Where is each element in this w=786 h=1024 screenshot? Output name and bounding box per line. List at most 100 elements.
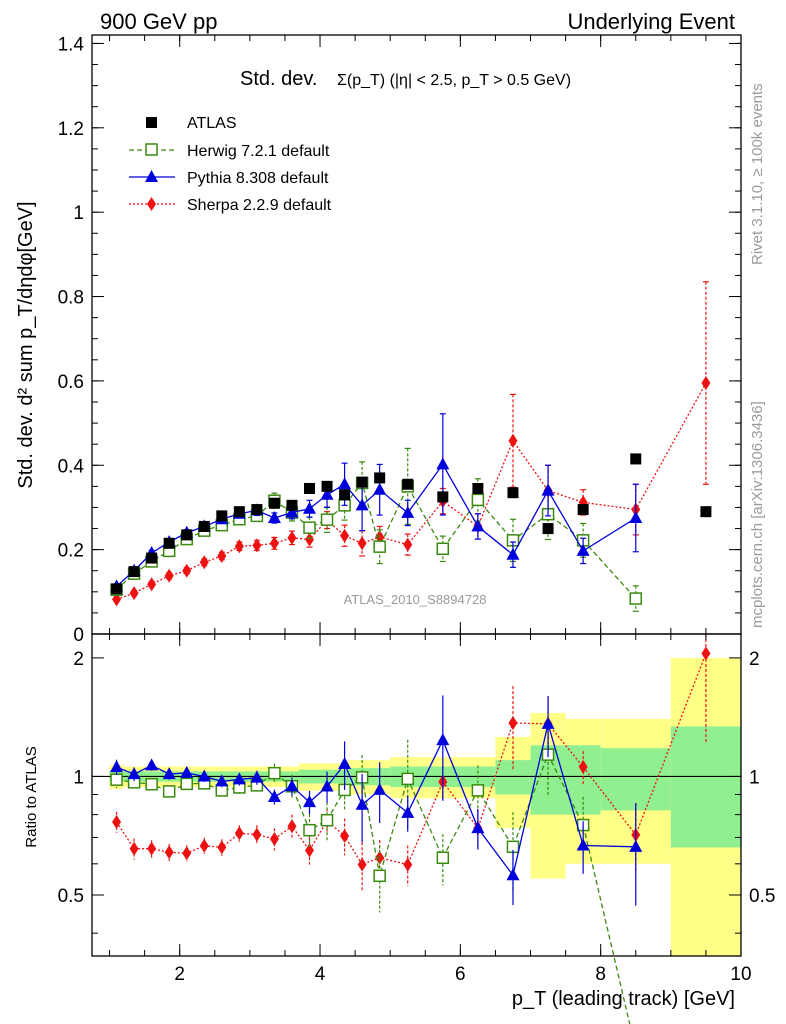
ratio-point-pythia [127,767,141,780]
ratio-point-herwig [320,813,334,827]
ratio-point-pythia [541,716,555,729]
ratio-point-pythia [250,770,264,783]
ratio-point-pythia [145,758,159,771]
ratio-point-sherpa [217,840,227,855]
ratio-point-sherpa [129,841,139,856]
main-point-pythia [355,498,369,511]
rivet-version-text: Rivet 3.1.10, ≥ 100k events [749,83,766,265]
ratio-band-inner-5 [495,760,531,795]
main-point-atlas [163,537,175,549]
ratio-point-pythia [110,760,124,773]
main-point-pythia [576,543,590,556]
main-point-sherpa [403,537,413,552]
ratio-point-sherpa [164,845,174,860]
main-y-tick-label: 1 [73,203,84,224]
main-point-atlas [472,482,484,494]
legend-item-herwig: Herwig 7.2.1 default [129,143,330,160]
main-point-atlas [321,480,333,492]
main-point-sherpa [357,536,367,551]
ratio-point-herwig [436,851,450,865]
legend-marker-pythia [145,170,158,182]
main-point-pythia [303,501,317,514]
main-point-atlas [233,506,245,518]
ratio-point-pythia [285,779,299,792]
legend-label-sherpa: Sherpa 2.2.9 default [187,197,332,214]
main-point-sherpa [701,376,711,391]
ratio-point-pythia [215,774,229,787]
ratio-band-inner-8 [600,748,671,811]
main-point-pythia [436,457,450,470]
chart-title-main: Std. dev. [240,68,317,90]
ratio-point-pythia [471,821,485,834]
legend-label-pythia: Pythia 8.308 default [187,170,329,187]
legend-marker-herwig [145,143,158,156]
ratio-point-pythia [162,767,176,780]
ratio-point-herwig [401,772,414,786]
main-point-herwig [436,542,450,556]
main-series-group [110,281,712,612]
main-point-atlas [304,482,316,494]
ratio-point-sherpa [182,846,192,861]
ratio-point-pythia [303,795,317,808]
main-point-sherpa [199,555,209,570]
ratio-point-sherpa [508,715,518,730]
ratio-y-tick-label: 0.5 [58,886,84,907]
main-point-pythia [320,487,334,500]
main-point-atlas [181,529,193,541]
main-point-sherpa [287,530,297,545]
ratio-point-sherpa [305,843,315,858]
main-point-herwig [471,493,485,507]
main-point-atlas [111,583,123,595]
ratio-point-herwig [145,777,158,791]
main-point-sherpa [269,536,279,551]
ratio-point-pythia [401,805,415,818]
main-point-sherpa [340,528,350,543]
main-point-atlas [542,523,554,535]
main-point-atlas [402,478,414,490]
main-point-sherpa [164,568,174,583]
main-point-sherpa [217,548,227,563]
ratio-point-herwig [373,869,386,883]
main-point-pythia [267,510,281,523]
main-point-sherpa [129,586,139,601]
main-point-herwig [373,540,386,553]
main-point-sherpa [147,577,157,592]
main-point-pythia [629,510,643,523]
main-y-axis-label: Std. dev. d² sum p_T/dηdφ[GeV] [15,201,37,488]
ratio-point-pythia [629,839,643,852]
x-axis-label: p_T (leading track) [GeV] [512,988,735,1010]
chart-title-sub: Σ(p_T) (|η| < 2.5, p_T > 0.5 GeV) [337,72,571,89]
main-point-sherpa [234,539,244,554]
main-point-atlas [339,489,351,501]
main-point-herwig [629,592,643,605]
main-point-atlas [630,453,642,465]
x-tick-label: 2 [174,964,185,985]
ratio-band-inner-9 [670,726,741,848]
legend-item-atlas: ATLAS [146,115,237,132]
legend-item-pythia: Pythia 8.308 default [129,170,329,187]
main-point-atlas [286,499,298,511]
ratio-point-pythia [436,733,450,746]
main-point-pythia [506,547,520,560]
ratio-uncertainty-band [92,657,741,956]
x-tick-label: 4 [315,964,326,985]
legend: ATLAS Herwig 7.2.1 default Pythia 8.308 … [129,115,332,214]
main-point-atlas [374,472,386,484]
main-y-tick-label: 0.6 [58,372,84,393]
ratio-point-sherpa [357,857,367,872]
ratio-point-pythia [506,868,520,881]
ratio-line-sherpa [116,653,707,866]
ratio-point-sherpa [287,819,297,834]
ratio-point-herwig [471,784,485,797]
main-point-atlas [251,504,263,516]
analysis-watermark: ATLAS_2010_S8894728 [344,592,487,607]
ratio-point-pythia [355,797,369,810]
main-point-herwig [320,513,334,526]
ratio-y-axis-label: Ratio to ATLAS [23,746,40,847]
ratio-point-sherpa [112,814,122,829]
legend-label-atlas: ATLAS [187,115,237,132]
ratio-panel-frame [91,633,742,957]
main-point-atlas [700,506,712,518]
main-point-sherpa [182,563,192,578]
